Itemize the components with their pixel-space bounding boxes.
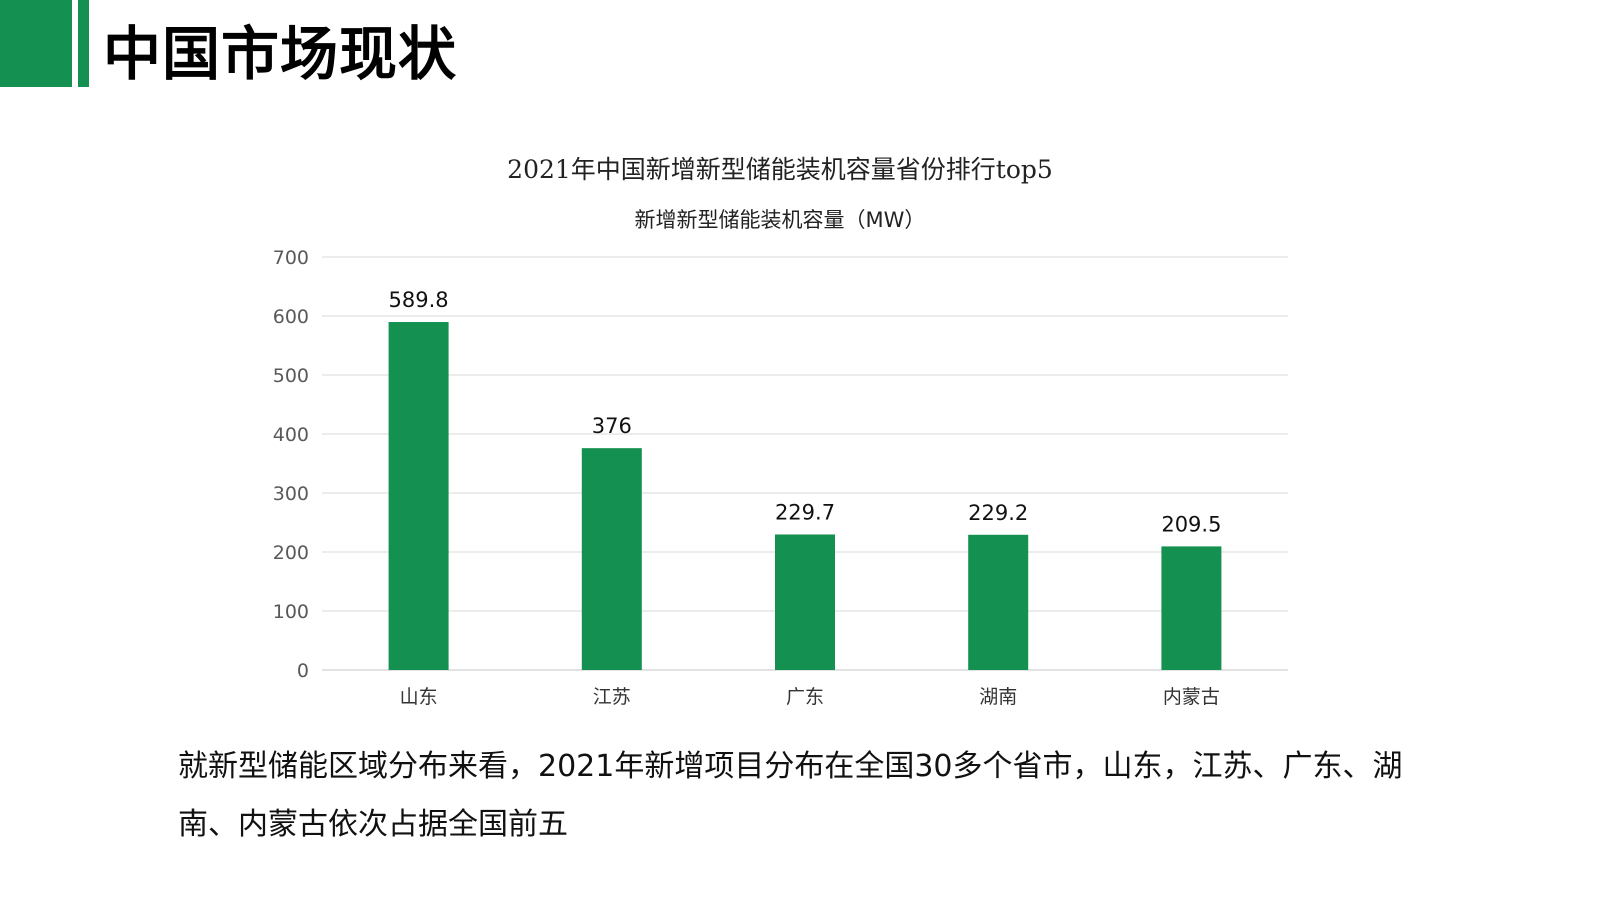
- header-accent-bar: [78, 0, 89, 87]
- bar: [581, 448, 642, 670]
- y-tick-label: 100: [273, 601, 309, 623]
- y-tick-label: 600: [273, 306, 309, 328]
- y-tick-label: 400: [273, 424, 309, 446]
- data-label: 589.8: [389, 288, 449, 312]
- y-tick-label: 300: [273, 483, 309, 505]
- header-accent-block: [0, 0, 72, 87]
- x-tick-label: 江苏: [593, 686, 631, 708]
- y-tick-label: 500: [273, 365, 309, 387]
- x-tick-label: 湖南: [979, 686, 1017, 708]
- bar: [968, 534, 1029, 670]
- data-label: 229.7: [775, 500, 835, 524]
- chart-title: 2021年中国新增新型储能装机容量省份排行top5: [507, 155, 1053, 184]
- data-label: 209.5: [1161, 512, 1221, 536]
- x-tick-label: 内蒙古: [1163, 686, 1220, 708]
- x-tick-label: 广东: [786, 686, 824, 708]
- data-label: 229.2: [968, 501, 1028, 525]
- bar: [388, 322, 449, 670]
- description-paragraph: 就新型储能区域分布来看，2021年新增项目分布在全国30多个省市，山东，江苏、广…: [178, 749, 1403, 842]
- data-label: 376: [592, 414, 632, 438]
- page-title: 中国市场现状: [103, 20, 458, 88]
- x-tick-label: 山东: [400, 686, 438, 708]
- y-tick-label: 700: [273, 247, 309, 269]
- bar: [775, 534, 835, 670]
- chart-axis-label: 新增新型储能装机容量（MW）: [634, 208, 926, 232]
- y-tick-label: 200: [273, 542, 309, 564]
- bar: [1161, 546, 1222, 670]
- y-tick-label: 0: [297, 660, 309, 682]
